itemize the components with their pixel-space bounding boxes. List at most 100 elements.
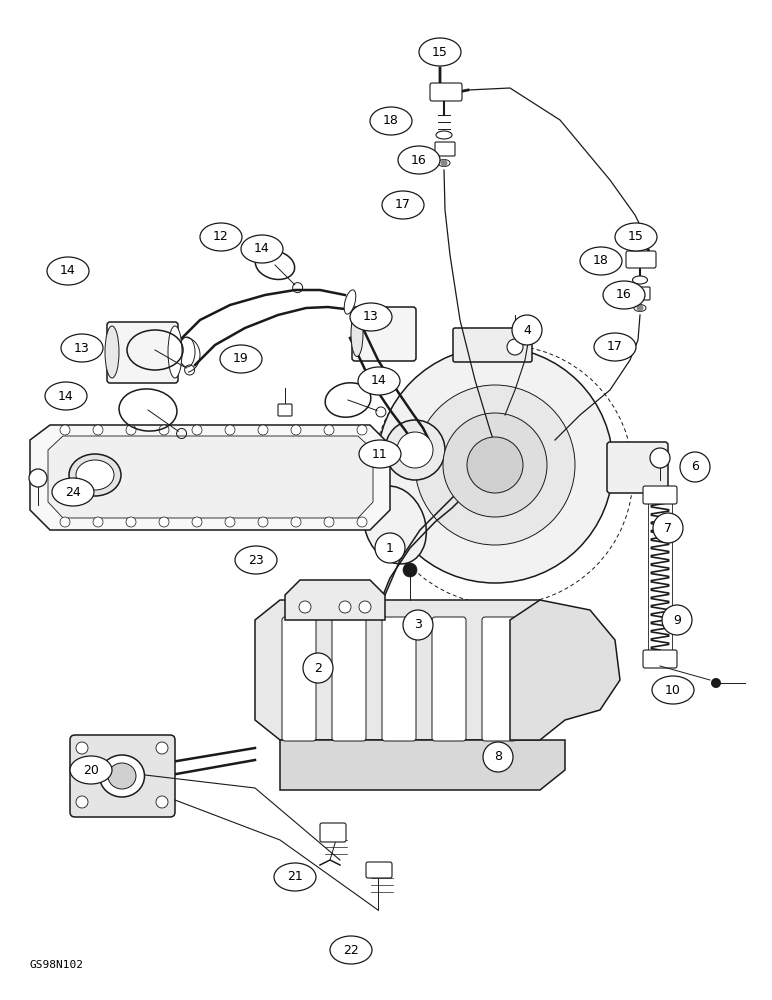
- Ellipse shape: [370, 107, 412, 135]
- Text: 17: 17: [607, 340, 623, 354]
- Circle shape: [93, 517, 103, 527]
- Ellipse shape: [615, 223, 657, 251]
- FancyBboxPatch shape: [352, 307, 416, 361]
- Circle shape: [192, 425, 202, 435]
- Text: 14: 14: [58, 389, 74, 402]
- Text: 11: 11: [372, 448, 388, 460]
- Circle shape: [258, 425, 268, 435]
- Text: 13: 13: [363, 310, 379, 324]
- Circle shape: [467, 437, 523, 493]
- Text: 3: 3: [414, 618, 422, 632]
- Text: 23: 23: [248, 554, 264, 566]
- Circle shape: [441, 159, 448, 166]
- Ellipse shape: [603, 281, 645, 309]
- Circle shape: [385, 420, 445, 480]
- Ellipse shape: [100, 755, 144, 797]
- Ellipse shape: [364, 486, 426, 564]
- Circle shape: [291, 517, 301, 527]
- Ellipse shape: [330, 936, 372, 964]
- Ellipse shape: [419, 38, 461, 66]
- Circle shape: [76, 796, 88, 808]
- FancyBboxPatch shape: [607, 442, 668, 493]
- Circle shape: [403, 563, 417, 577]
- Circle shape: [303, 653, 333, 683]
- Circle shape: [291, 425, 301, 435]
- Ellipse shape: [652, 676, 694, 704]
- Text: 7: 7: [664, 522, 672, 534]
- Ellipse shape: [632, 276, 648, 284]
- FancyBboxPatch shape: [366, 862, 392, 878]
- Polygon shape: [255, 600, 565, 740]
- Polygon shape: [510, 600, 620, 740]
- Ellipse shape: [52, 478, 94, 506]
- Ellipse shape: [45, 382, 87, 410]
- Text: 2: 2: [314, 662, 322, 674]
- Text: 13: 13: [74, 342, 90, 355]
- Text: 20: 20: [83, 764, 99, 776]
- Circle shape: [339, 601, 351, 613]
- FancyBboxPatch shape: [282, 617, 316, 741]
- FancyBboxPatch shape: [107, 322, 178, 383]
- Circle shape: [375, 533, 405, 563]
- Text: 9: 9: [673, 613, 681, 626]
- Circle shape: [126, 425, 136, 435]
- Circle shape: [159, 425, 169, 435]
- Circle shape: [357, 425, 367, 435]
- Circle shape: [324, 425, 334, 435]
- Text: 14: 14: [254, 242, 270, 255]
- Circle shape: [258, 517, 268, 527]
- Ellipse shape: [438, 159, 450, 166]
- Text: 4: 4: [523, 324, 531, 336]
- Ellipse shape: [382, 191, 424, 219]
- Ellipse shape: [580, 247, 622, 275]
- Polygon shape: [48, 436, 373, 518]
- Ellipse shape: [344, 290, 356, 314]
- Circle shape: [126, 517, 136, 527]
- FancyBboxPatch shape: [435, 142, 455, 156]
- Circle shape: [512, 315, 542, 345]
- Circle shape: [225, 517, 235, 527]
- Circle shape: [377, 347, 613, 583]
- Circle shape: [299, 601, 311, 613]
- Circle shape: [93, 425, 103, 435]
- FancyBboxPatch shape: [332, 617, 366, 741]
- Circle shape: [650, 448, 670, 468]
- Text: 8: 8: [494, 750, 502, 764]
- Circle shape: [680, 452, 710, 482]
- Text: 18: 18: [383, 114, 399, 127]
- Ellipse shape: [200, 223, 242, 251]
- Ellipse shape: [358, 367, 400, 395]
- FancyBboxPatch shape: [430, 83, 462, 101]
- Circle shape: [225, 425, 235, 435]
- Circle shape: [662, 605, 692, 635]
- Text: 12: 12: [213, 231, 229, 243]
- Ellipse shape: [241, 235, 283, 263]
- Circle shape: [324, 517, 334, 527]
- Circle shape: [397, 432, 433, 468]
- FancyBboxPatch shape: [643, 486, 677, 504]
- Ellipse shape: [179, 337, 195, 367]
- Ellipse shape: [76, 460, 114, 490]
- Polygon shape: [30, 425, 390, 530]
- Text: 21: 21: [287, 870, 303, 884]
- FancyBboxPatch shape: [482, 617, 516, 741]
- Ellipse shape: [634, 304, 646, 312]
- Text: 24: 24: [65, 486, 81, 498]
- FancyBboxPatch shape: [453, 328, 532, 362]
- Circle shape: [156, 796, 168, 808]
- Text: 6: 6: [691, 460, 699, 474]
- Text: GS98N102: GS98N102: [30, 960, 84, 970]
- Ellipse shape: [350, 303, 392, 331]
- Text: 15: 15: [628, 231, 644, 243]
- Ellipse shape: [108, 763, 136, 789]
- Ellipse shape: [235, 546, 277, 574]
- Text: 17: 17: [395, 198, 411, 212]
- Text: 15: 15: [432, 45, 448, 58]
- Text: 19: 19: [233, 353, 249, 365]
- Ellipse shape: [436, 131, 452, 139]
- Circle shape: [415, 385, 575, 545]
- Circle shape: [60, 425, 70, 435]
- Circle shape: [357, 517, 367, 527]
- Circle shape: [76, 742, 88, 754]
- Polygon shape: [285, 580, 385, 620]
